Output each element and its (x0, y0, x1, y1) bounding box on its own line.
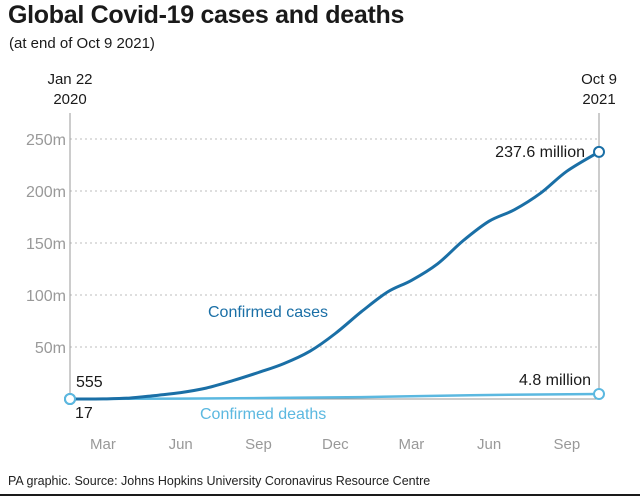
x-tick-label: Jun (477, 436, 501, 453)
cases-start-value: 555 (76, 374, 103, 391)
y-tick-label: 200m (26, 184, 66, 201)
bottom-rule (0, 494, 640, 496)
x-tick-label: Mar (398, 436, 424, 453)
chart-title: Global Covid-19 cases and deaths (8, 1, 405, 29)
deaths-end-value: 4.8 million (519, 372, 591, 389)
deaths-start-value: 17 (75, 405, 93, 422)
end-year-label: 2021 (582, 91, 615, 108)
x-tick-label: Dec (322, 436, 349, 453)
cases-end-marker (593, 145, 605, 158)
x-tick-label: Sep (554, 436, 581, 453)
y-tick-label: 150m (26, 236, 66, 253)
source-note: PA graphic. Source: Johns Hopkins Univer… (8, 474, 431, 488)
line-chart: 50m 100m 150m 200m 250m Jan 22 2020 Oct 9 2021 Ma… (26, 71, 617, 453)
cases-series-label: Confirmed cases (208, 304, 328, 321)
y-tick-label: 50m (35, 340, 66, 357)
deaths-start-marker (64, 392, 76, 405)
x-tick-label: Sep (245, 436, 272, 453)
deaths-end-marker (593, 388, 605, 401)
deaths-series-label: Confirmed deaths (200, 406, 326, 423)
start-date-label: Jan 22 (47, 71, 92, 88)
start-year-label: 2020 (53, 91, 86, 108)
y-tick-label: 100m (26, 288, 66, 305)
chart-subtitle: (at end of Oct 9 2021) (9, 35, 155, 52)
x-tick-label: Jun (169, 436, 193, 453)
deaths-line (68, 392, 601, 401)
end-date-label: Oct 9 (581, 71, 617, 88)
cases-line (68, 150, 601, 401)
x-tick-label: Mar (90, 436, 116, 453)
y-tick-label: 250m (26, 132, 66, 149)
cases-end-value: 237.6 million (495, 144, 585, 161)
